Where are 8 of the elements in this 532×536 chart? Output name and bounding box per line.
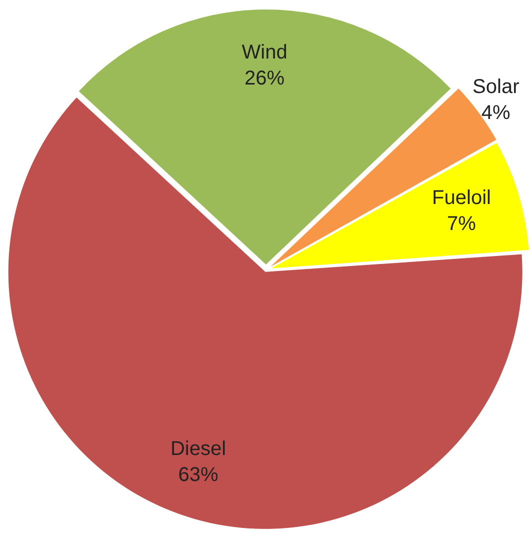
slice-label: Wind [242, 42, 288, 64]
data-label: 63% [178, 464, 218, 486]
data-label: 4% [481, 102, 511, 124]
slice-label: Diesel [170, 438, 226, 460]
slice-label: Solar [472, 76, 520, 98]
data-label: 7% [447, 213, 476, 236]
slice-label: Fueloil [432, 187, 491, 210]
data-label: 26% [244, 68, 285, 90]
